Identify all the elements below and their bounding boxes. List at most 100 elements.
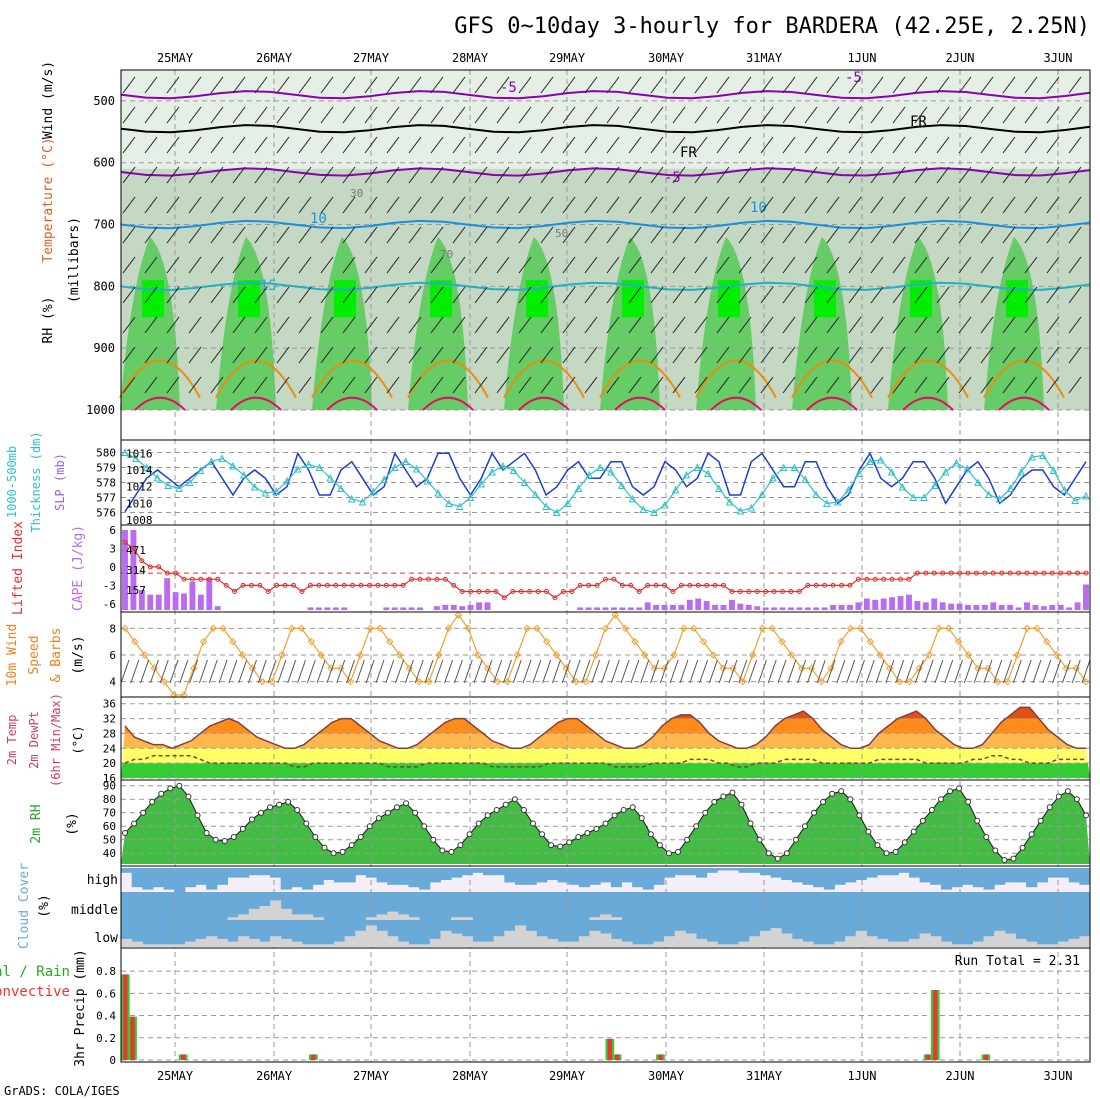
upper-wind-barb: [166, 256, 180, 274]
top-date-label: 3JUN: [1044, 51, 1073, 65]
upper-wind-barb: [958, 376, 972, 394]
upper-wind-barb: [122, 286, 136, 304]
upper-wind-barb: [144, 376, 158, 394]
cloud-bar-middle: [248, 908, 260, 920]
wind-speed-marker: [699, 637, 708, 646]
cloud-bar-high: [408, 868, 420, 888]
upper-wind-barb: [1046, 376, 1060, 394]
lifted-index-marker: [350, 582, 356, 588]
cape-bar: [610, 607, 617, 610]
cloud-bar-low: [1015, 938, 1027, 947]
upper-wind-barb: [584, 76, 598, 94]
wind-barb: [1032, 659, 1042, 684]
cloud-bar-high: [749, 868, 761, 873]
wind-barb: [248, 659, 257, 684]
temp-band: [121, 748, 1090, 764]
cloud-bar-low: [536, 936, 548, 947]
upper-wind-barb: [1002, 196, 1016, 214]
rh-marker: [185, 793, 192, 800]
cloud-bar-high: [877, 868, 889, 876]
rh-marker: [1028, 831, 1035, 838]
cloud-bar-high: [898, 868, 910, 873]
lifted-index-marker: [484, 589, 490, 595]
slp-tick: 1016: [126, 447, 153, 460]
cloud-bar-low: [642, 944, 654, 947]
upper-wind-barb: [298, 76, 312, 94]
cape-bar: [965, 604, 971, 610]
cloud-bar-high: [621, 868, 633, 883]
upper-wind-barb: [584, 136, 598, 154]
upper-wind-barb: [650, 316, 664, 334]
thickness-marker: [164, 481, 173, 489]
cloud-bar-high: [845, 868, 857, 883]
thickness-marker: [758, 490, 766, 498]
upper-wind-barb: [826, 106, 840, 124]
upper-wind-barb: [364, 166, 378, 184]
upper-wind-barb: [518, 76, 532, 94]
cape-tick: 314: [126, 564, 146, 577]
lifted-index-marker: [881, 576, 887, 582]
cloud-bar-low: [738, 941, 750, 947]
cloud-bar-middle: [589, 917, 601, 920]
wind-speed-marker: [582, 677, 590, 686]
upper-wind-barb: [562, 286, 576, 304]
rh-marker: [230, 834, 237, 840]
cloud-level-label: middle: [71, 903, 118, 918]
upper-wind-barb: [914, 196, 928, 214]
upper-wind-barb: [144, 106, 158, 124]
thickness-marker: [790, 463, 799, 471]
rh-marker: [1019, 844, 1026, 851]
wind-speed-marker: [337, 664, 345, 673]
upper-wind-barb: [782, 286, 796, 304]
thickness-marker: [877, 455, 885, 464]
cloud-bar-low: [632, 944, 644, 947]
wind-tick: 6: [109, 649, 116, 662]
cloud-bar-high: [632, 868, 644, 888]
upper-wind-barb: [342, 256, 356, 274]
rh-marker: [865, 828, 872, 835]
upper-wind-barb: [496, 196, 510, 214]
wind-barb: [277, 659, 287, 684]
cloud-bar-high: [248, 868, 260, 876]
rh-marker: [1083, 812, 1089, 819]
slp-tick: 1014: [126, 464, 153, 477]
wind-barb: [346, 659, 356, 684]
lifted-index-marker: [299, 589, 305, 595]
thickness-marker: [823, 499, 831, 507]
cape-bar: [400, 607, 407, 610]
thickness-marker: [542, 502, 550, 510]
thickness-tick: 578: [96, 477, 116, 490]
wind-barb: [551, 659, 561, 684]
upper-wind-barb: [232, 376, 246, 394]
thickness-marker: [347, 494, 356, 503]
upper-wind-barb: [1024, 226, 1038, 244]
wind-speed-marker: [484, 664, 492, 673]
upper-wind-barb: [804, 226, 818, 244]
upper-wind-barb: [188, 196, 202, 214]
wind-speed-marker: [719, 664, 727, 673]
rh-tick: 70: [103, 807, 116, 820]
upper-wind-barb: [848, 376, 862, 394]
cloud-bar-low: [323, 944, 335, 947]
isotherm-arc: [311, 359, 393, 399]
cape-bar: [577, 607, 584, 610]
thickness-line: [124, 451, 1087, 514]
upper-wind-barb: [782, 136, 796, 154]
lifted-index-marker: [1016, 570, 1022, 576]
upper-wind-barb: [1002, 256, 1016, 274]
wind-speed-marker: [278, 651, 286, 659]
rh-marker: [829, 790, 836, 797]
chart-title: GFS 0~10day 3-hourly for BARDERA (42.25E…: [454, 14, 1090, 39]
upper-wind-barb: [870, 286, 884, 304]
pressure-tick: 900: [93, 341, 115, 355]
lifted-index-marker: [248, 582, 254, 588]
upper-wind-barb: [122, 346, 136, 364]
cloud-bar-low: [1026, 941, 1038, 947]
temp-band: [121, 763, 1090, 778]
cape-bar: [1015, 607, 1022, 610]
lifted-index-marker: [678, 582, 684, 588]
upper-wind-barb: [122, 106, 136, 124]
upper-wind-barb: [958, 106, 972, 124]
rh-marker: [520, 807, 527, 813]
wind-speed-marker: [435, 651, 443, 659]
